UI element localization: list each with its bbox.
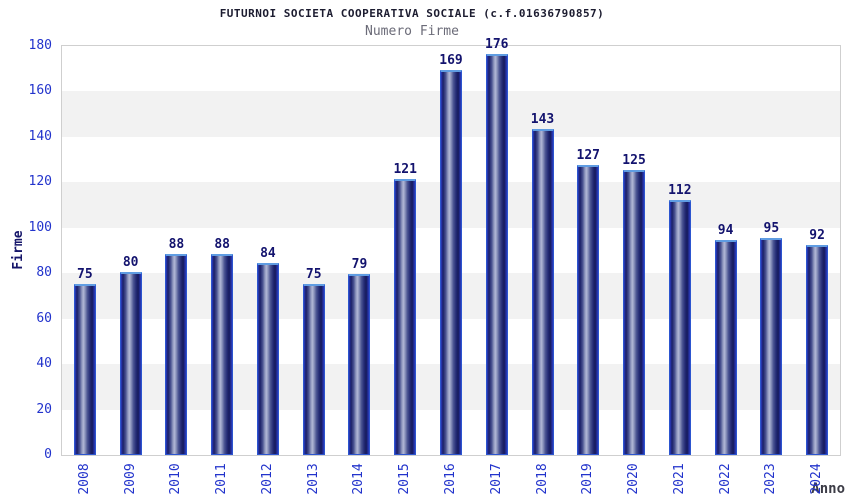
bar-value-label: 95 (763, 221, 780, 236)
x-tick-label: 2012 (259, 463, 275, 495)
bar-value-label: 88 (168, 237, 185, 252)
bar-value-label: 94 (717, 223, 734, 238)
bar-value-label: 143 (530, 112, 555, 127)
x-tick-label: 2022 (717, 463, 733, 495)
x-tick-label: 2021 (671, 463, 687, 495)
bar-2016 (440, 70, 462, 455)
bar-value-label: 176 (485, 37, 509, 52)
bar-2015 (394, 179, 417, 455)
bar-2008 (73, 284, 96, 455)
bar-value-label: 75 (305, 267, 322, 282)
x-tick-label: 2014 (351, 463, 367, 495)
bar-value-label: 79 (351, 257, 368, 272)
y-tick-label: 140 (28, 128, 52, 144)
bar-value-label: 88 (214, 237, 230, 252)
x-tick-label: 2017 (488, 463, 504, 495)
x-tick-label: 2016 (443, 463, 458, 495)
bar-2013 (302, 284, 325, 455)
x-tick-label: 2019 (580, 463, 596, 495)
bar-value-label: 121 (393, 162, 417, 177)
bar-2012 (256, 263, 279, 455)
bar-2023 (760, 238, 783, 455)
y-tick-label: 120 (28, 174, 52, 190)
bar-value-label: 112 (668, 183, 692, 198)
bar-2017 (485, 54, 508, 455)
x-tick-label: 2009 (122, 463, 138, 495)
bar-2011 (211, 254, 234, 455)
y-tick-label: 20 (36, 401, 52, 417)
bar-value-label: 75 (77, 267, 93, 282)
plot-area (61, 45, 841, 456)
bar-2024 (806, 245, 829, 455)
bar-2022 (714, 240, 737, 455)
y-tick-label: 160 (28, 83, 52, 99)
bar-2019 (577, 165, 600, 455)
bar-2021 (668, 200, 691, 455)
bar-2009 (119, 272, 142, 455)
bar-2020 (623, 170, 646, 455)
x-tick-label: 2013 (305, 463, 321, 495)
bar-value-label: 169 (439, 53, 463, 68)
bar-value-label: 80 (122, 255, 139, 270)
y-tick-label: 100 (28, 219, 52, 235)
bar-2018 (531, 129, 554, 455)
chart-title: FUTURNOI SOCIETA COOPERATIVA SOCIALE (c.… (219, 7, 605, 20)
x-tick-label: 2011 (214, 463, 230, 495)
x-tick-label: 2024 (809, 463, 825, 495)
x-axis-title: Anno (811, 481, 845, 497)
bar-2014 (348, 274, 371, 455)
bar-value-label: 92 (809, 228, 825, 243)
x-tick-label: 2023 (763, 463, 779, 495)
bar-value-label: 125 (622, 153, 646, 168)
chart-subtitle: Numero Firme (365, 24, 459, 39)
y-tick-label: 80 (36, 265, 52, 281)
bar-value-label: 127 (576, 148, 601, 163)
x-tick-label: 2018 (534, 463, 550, 495)
y-tick-label: 60 (36, 310, 52, 326)
x-tick-label: 2020 (626, 463, 642, 495)
x-tick-label: 2008 (76, 463, 92, 495)
bar-2010 (165, 254, 188, 455)
y-tick-label: 180 (28, 38, 52, 53)
y-tick-label: 0 (44, 447, 52, 462)
y-tick-label: 40 (36, 356, 52, 372)
bar-value-label: 84 (260, 246, 276, 261)
x-tick-label: 2015 (397, 463, 413, 495)
x-tick-label: 2010 (168, 463, 184, 495)
